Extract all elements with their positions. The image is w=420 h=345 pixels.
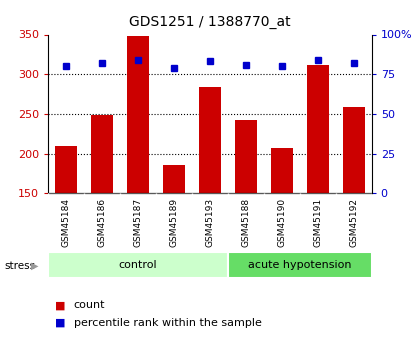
Bar <box>228 252 372 278</box>
Text: acute hypotension: acute hypotension <box>248 260 352 270</box>
Text: ■: ■ <box>55 300 65 310</box>
Text: GSM45193: GSM45193 <box>205 198 215 247</box>
Bar <box>199 87 221 193</box>
Text: GSM45188: GSM45188 <box>241 198 250 247</box>
Text: percentile rank within the sample: percentile rank within the sample <box>74 318 261 327</box>
Bar <box>307 65 328 193</box>
Text: ▶: ▶ <box>31 261 38 270</box>
Bar <box>343 107 365 193</box>
Text: stress: stress <box>4 261 35 270</box>
Text: GSM45184: GSM45184 <box>62 198 71 247</box>
Text: GSM45187: GSM45187 <box>134 198 143 247</box>
Text: control: control <box>119 260 158 270</box>
Bar <box>48 252 228 278</box>
Bar <box>127 36 149 193</box>
Bar <box>235 120 257 193</box>
Text: GSM45186: GSM45186 <box>98 198 107 247</box>
Bar <box>163 165 185 193</box>
Text: GDS1251 / 1388770_at: GDS1251 / 1388770_at <box>129 16 291 29</box>
Text: GSM45189: GSM45189 <box>170 198 178 247</box>
Text: count: count <box>74 300 105 310</box>
Text: GSM45192: GSM45192 <box>349 198 358 247</box>
Bar <box>92 116 113 193</box>
Bar <box>271 148 293 193</box>
Text: ■: ■ <box>55 318 65 327</box>
Text: GSM45191: GSM45191 <box>313 198 322 247</box>
Bar <box>55 146 77 193</box>
Text: GSM45190: GSM45190 <box>277 198 286 247</box>
